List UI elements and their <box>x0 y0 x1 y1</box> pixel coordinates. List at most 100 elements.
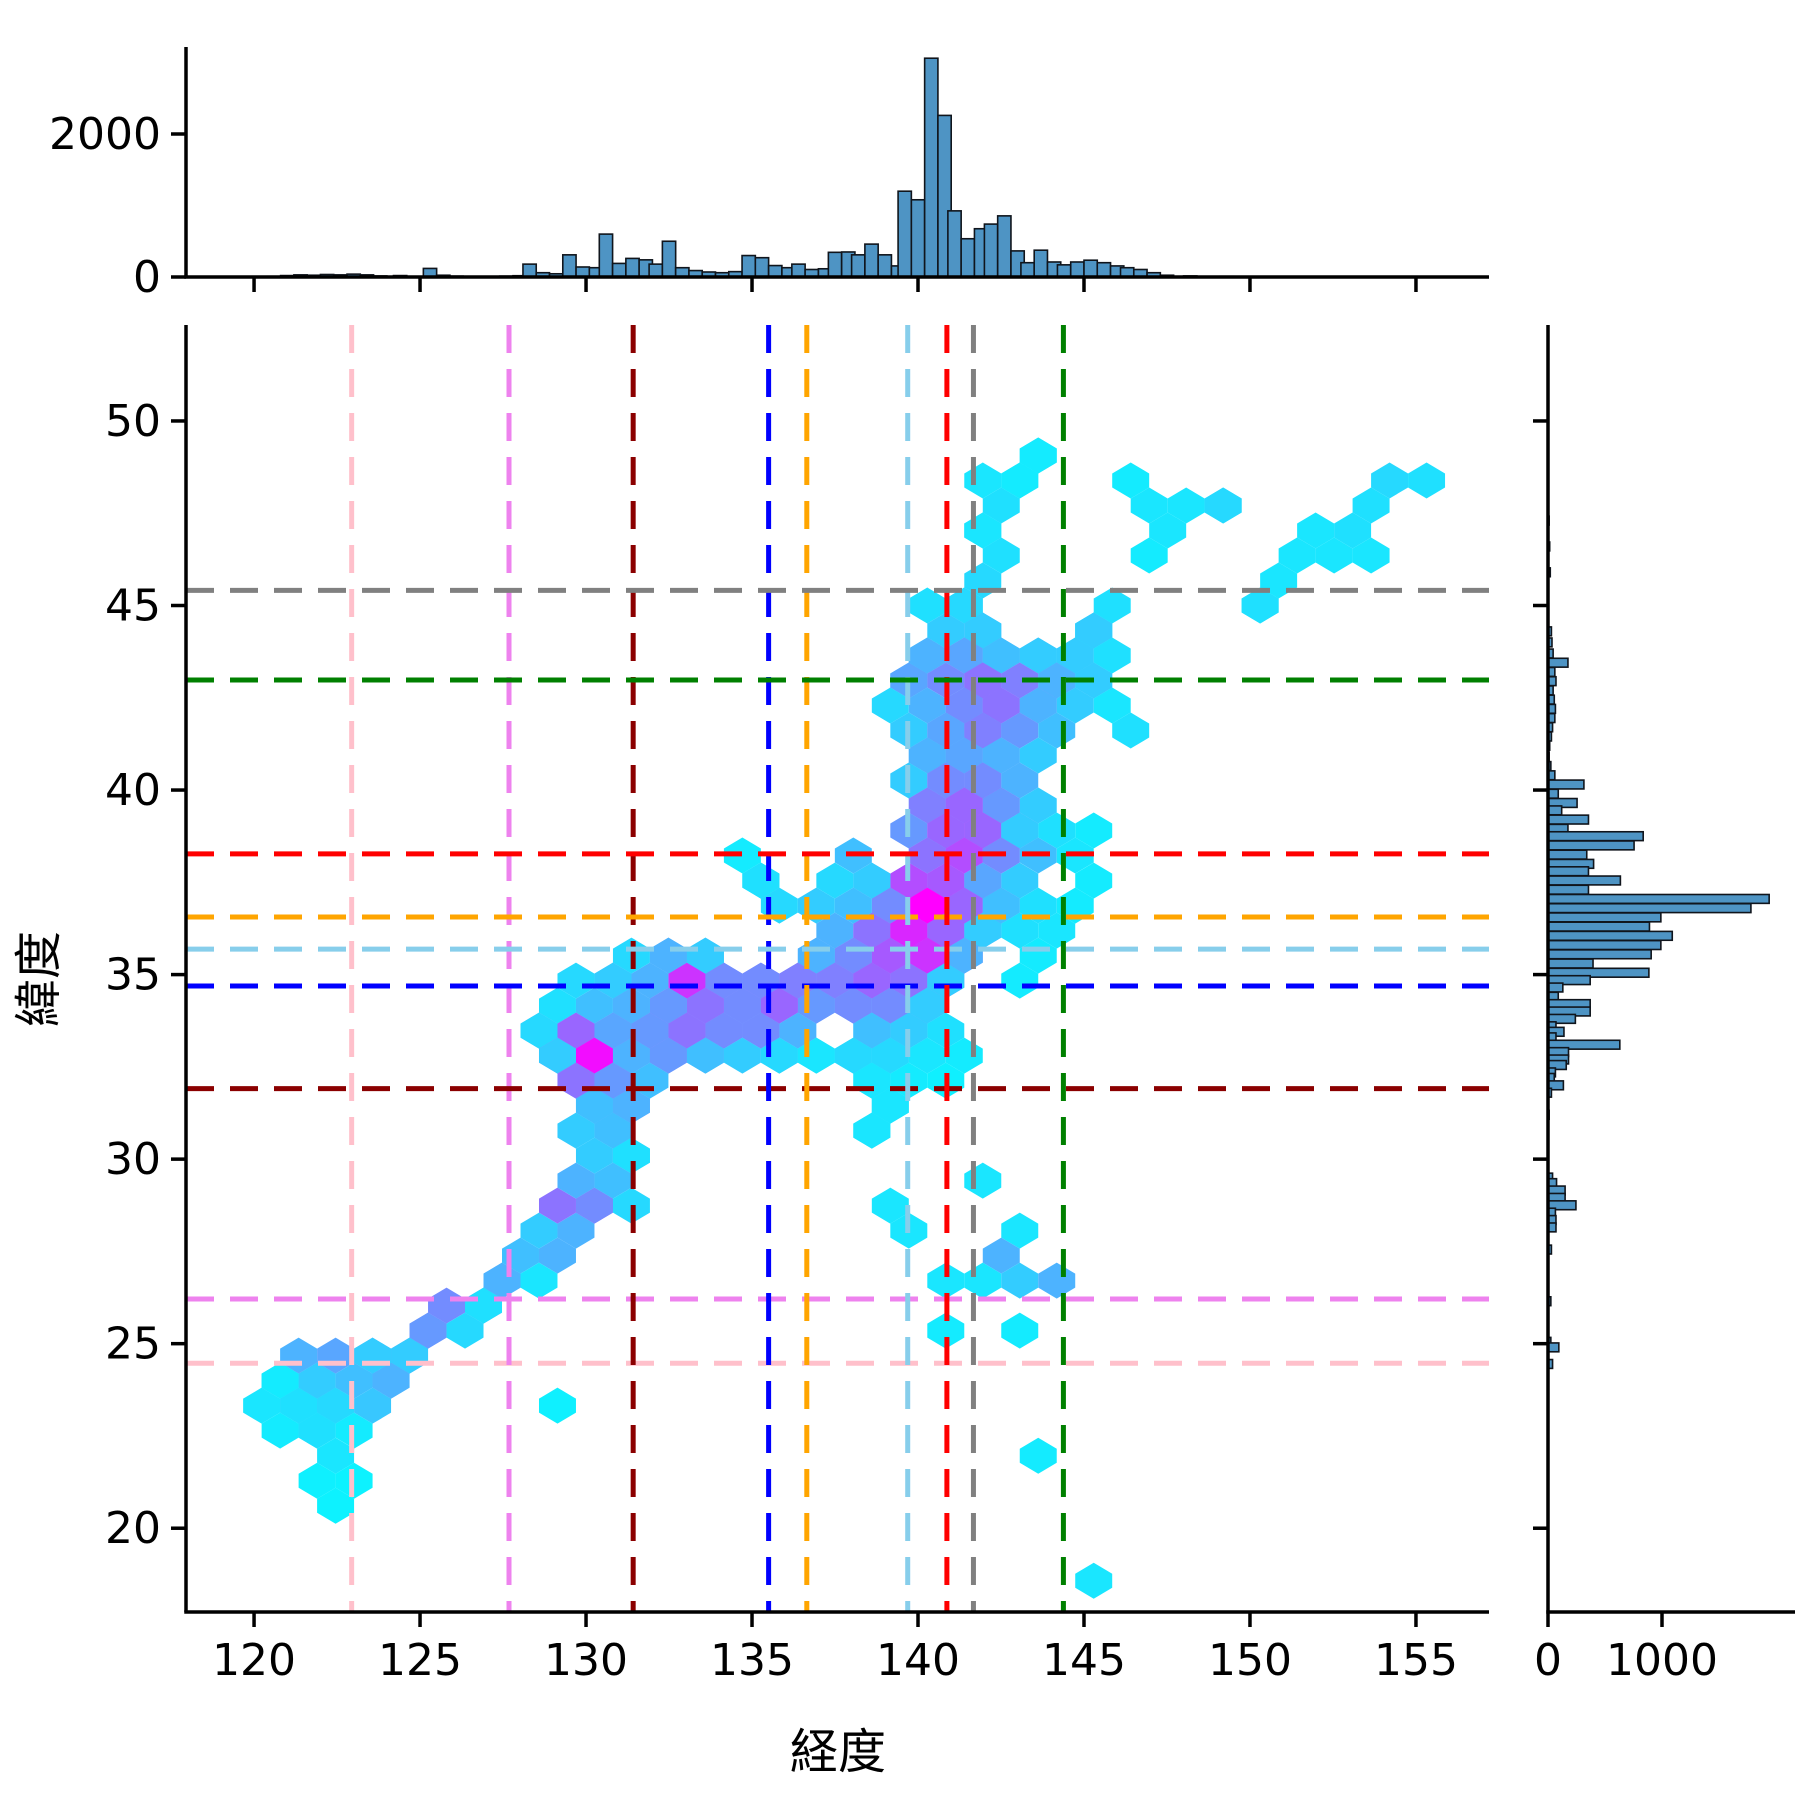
hexbin-cell <box>982 1237 1020 1274</box>
hexbin-cell <box>557 1212 595 1249</box>
hexbin-cell <box>668 962 706 999</box>
right-hist-bar <box>1547 840 1635 851</box>
hexbin-cell <box>280 1387 318 1424</box>
hexbin-cell <box>649 937 687 974</box>
hexbin-cell <box>1408 462 1446 499</box>
hexbin-cell <box>575 1037 613 1074</box>
hexbin-cell <box>705 1012 743 1049</box>
hexbin-cell <box>1001 712 1039 749</box>
x-tick-label: 150 <box>1208 1635 1292 1686</box>
hexbin-cell <box>594 1162 632 1199</box>
hexbin-cell <box>927 1312 965 1349</box>
hexbin-cell <box>317 1387 355 1424</box>
hexbin-cell <box>612 1087 650 1124</box>
hexbin-cell <box>631 1012 669 1049</box>
hexbin-cell <box>1241 587 1279 624</box>
hexbin-cell <box>723 987 761 1024</box>
hexbin-cell <box>1019 1437 1057 1474</box>
hexbin-cell <box>1001 962 1039 999</box>
hexbin-cell <box>1001 1312 1039 1349</box>
hexbin-cell <box>354 1387 392 1424</box>
hexbin-cell <box>409 1312 447 1349</box>
right-hist-bar <box>1547 982 1564 993</box>
hexbin-cell <box>649 1037 687 1074</box>
hexbin-cell <box>890 912 928 949</box>
hexbin-cell <box>871 987 909 1024</box>
right-hist-bar <box>1547 875 1622 886</box>
hexbin-cell <box>575 987 613 1024</box>
hexbin-cell <box>1019 637 1057 674</box>
hexbin-cell <box>1371 462 1409 499</box>
hexbin-cell <box>1038 712 1076 749</box>
hexbin-cell <box>575 1087 613 1124</box>
right-hist-bar <box>1547 921 1651 932</box>
x-tick-label: 135 <box>710 1635 794 1686</box>
main-axes: 120 125 130 135 140 145 150 155 20 25 30 35 40 45 50 <box>105 325 1489 1686</box>
hexbin-cell <box>557 1012 595 1049</box>
hexbin-cell <box>575 1137 613 1174</box>
hexbin-cell <box>1112 712 1150 749</box>
top-hist-bar <box>598 233 614 278</box>
hexbin-cell <box>298 1412 336 1449</box>
top-hist-bar <box>864 243 879 278</box>
hexbin-cell <box>1075 1562 1113 1599</box>
hexbin-cell <box>520 1212 558 1249</box>
hexbin-cell <box>594 1012 632 1049</box>
hexbin-cell <box>1075 862 1113 899</box>
hexbin-cell <box>631 962 669 999</box>
hexbin-cell <box>594 962 632 999</box>
hexbin-cell <box>557 1112 595 1149</box>
hexbin-cell <box>557 962 595 999</box>
y-tick-label: 25 <box>105 1319 161 1370</box>
top-hist-bar <box>791 263 806 278</box>
hexbin-cell <box>908 837 946 874</box>
hexbin-cell <box>261 1412 299 1449</box>
hexbin-cell <box>1093 687 1131 724</box>
y-tick-label: 40 <box>105 765 161 816</box>
hexbin-cell <box>649 987 687 1024</box>
hexbin-cell <box>982 637 1020 674</box>
hexbin-cell <box>538 1037 576 1074</box>
hexbin-cell <box>538 1387 576 1424</box>
hexbin-cell <box>927 612 965 649</box>
hexbin-cell <box>1093 587 1131 624</box>
hexbin-cell <box>1278 537 1316 574</box>
x-tick-label: 140 <box>876 1635 960 1686</box>
hexbin-cell <box>686 937 724 974</box>
hexbin-cell <box>1130 537 1168 574</box>
hexbin-cell <box>538 987 576 1024</box>
right-hist-bar <box>1547 884 1590 895</box>
hexbin-cell <box>982 737 1020 774</box>
x-tick-label: 155 <box>1374 1635 1458 1686</box>
hexbin-cell <box>335 1362 373 1399</box>
hexbin-cell <box>372 1362 410 1399</box>
top-hist-bar <box>648 263 664 278</box>
hexbin-cell <box>871 687 909 724</box>
hexbin-cell <box>686 1037 724 1074</box>
right-hist-bar <box>1547 805 1563 816</box>
top-hist-bar <box>661 240 677 278</box>
top-hist-bar <box>1033 249 1049 278</box>
hexbin-cell <box>927 962 965 999</box>
top-hist-bar <box>754 256 770 278</box>
top-hist-y-tick-label: 0 <box>133 252 161 303</box>
top-hist-y-tick-label: 2000 <box>49 109 161 160</box>
hexbin-cell <box>298 1462 336 1499</box>
hexbin-cell <box>298 1362 336 1399</box>
hexbin-cell <box>243 1387 281 1424</box>
hexbin-cell <box>575 1187 613 1224</box>
top-hist-bar <box>741 254 757 278</box>
hexbin-cell <box>853 912 891 949</box>
hexbin-cell <box>1019 687 1057 724</box>
hexbin-cell <box>1001 462 1039 499</box>
top-hist-bar <box>923 57 939 278</box>
right-hist-x-tick-label: 0 <box>1534 1635 1562 1686</box>
right-hist-bar <box>1547 930 1674 942</box>
right-marginal-histogram: 0 1000 <box>1533 325 1795 1686</box>
hexbin-cell <box>520 1012 558 1049</box>
top-hist-bar <box>910 198 926 278</box>
right-hist-bar <box>1547 893 1770 905</box>
hexbin-cell <box>834 937 872 974</box>
main-hexbin-plot <box>243 437 1446 1599</box>
